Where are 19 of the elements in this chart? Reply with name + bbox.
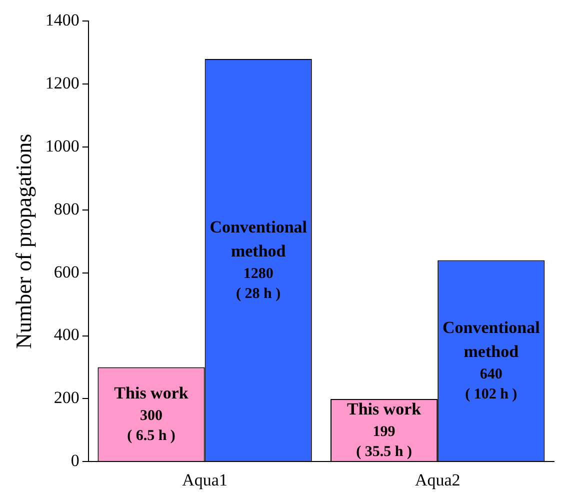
y-tick-label: 200 xyxy=(54,388,80,408)
data-label: 1280 ( 28 h ) xyxy=(236,266,281,302)
data-label: 640 ( 102 h ) xyxy=(465,366,518,403)
data-label: 300 ( 6.5 h ) xyxy=(127,408,176,444)
x-tick-label: Aqua2 xyxy=(414,470,460,490)
y-tick-label: 800 xyxy=(54,199,80,218)
y-tick-label: 1400 xyxy=(45,10,80,30)
y-tick-label: 600 xyxy=(54,262,80,282)
y-tick-label: 0 xyxy=(70,451,80,470)
series-label: Conventional method xyxy=(210,217,308,260)
text: This work xyxy=(114,384,188,403)
data-label: 199 ( 35.5 h ) xyxy=(356,424,412,460)
y-tick-label: 400 xyxy=(54,325,80,344)
x-tick-label: Aqua1 xyxy=(182,470,228,490)
y-tick-label: 1200 xyxy=(45,74,80,93)
y-axis-title: Number of propagations xyxy=(10,134,36,349)
series-label: This work xyxy=(346,399,422,418)
y-tick-label: 1000 xyxy=(45,136,80,156)
text: Conventional method xyxy=(442,318,540,362)
